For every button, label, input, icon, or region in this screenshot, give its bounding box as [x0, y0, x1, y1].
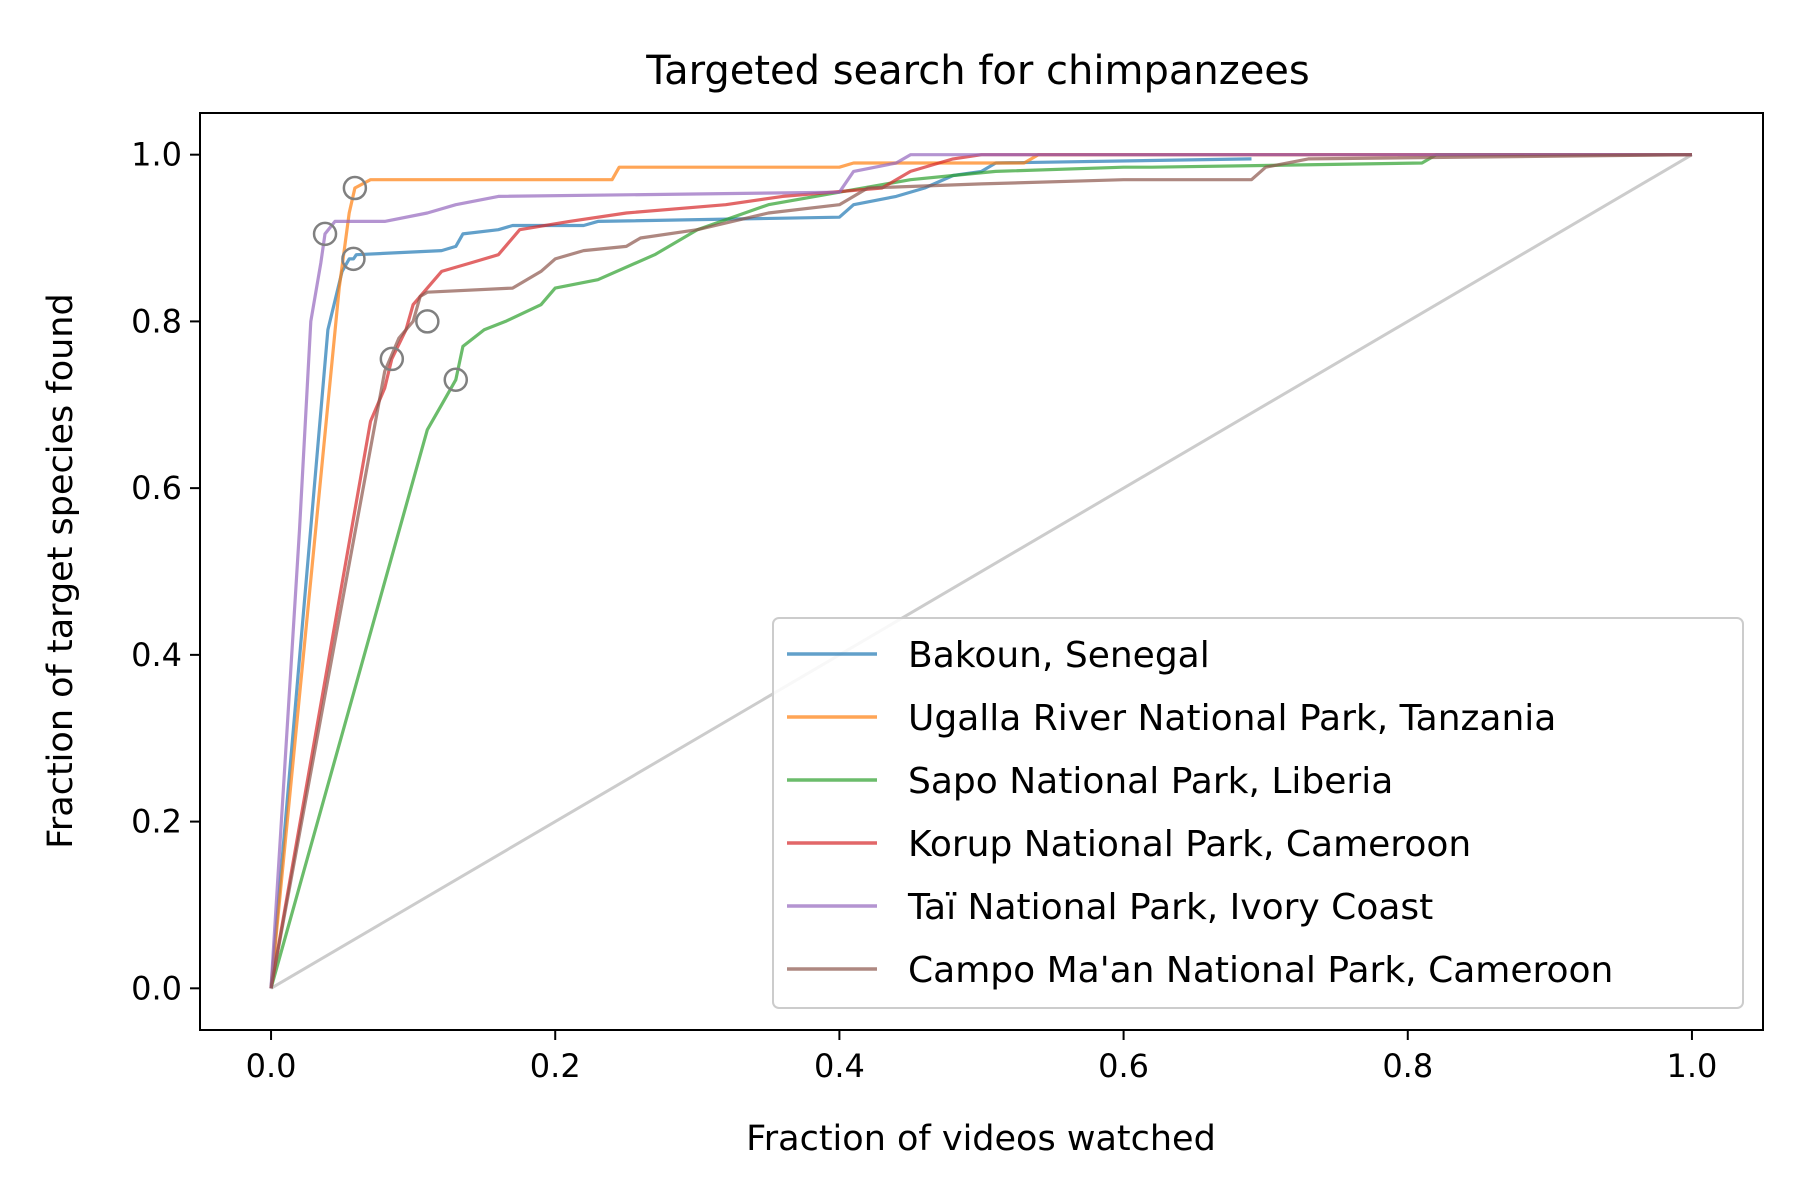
axes-frame	[199, 112, 1764, 1031]
y-tick-label: 0.0	[131, 969, 182, 1007]
axis-ticks: 0.0 0.2 0.4 0.6 0.8 1.0 0.0 0.2 0.4 0.6 0.8 1.0	[131, 136, 1717, 1085]
legend: Bakoun, Senegal Ugalla River National Par…	[772, 617, 1744, 1009]
y-tick-label: 1.0	[131, 136, 182, 174]
x-tick-label: 1.0	[1667, 1047, 1718, 1085]
legend-label-ugalla-river-national-park-tanzania: Ugalla River National Park, Tanzania	[908, 698, 1556, 739]
x-tick-label: 0.4	[814, 1047, 865, 1085]
diagonal-reference-line	[270, 153, 1693, 990]
chart-title: Targeted search for chimpanzees	[645, 48, 1310, 94]
y-tick-label: 0.6	[131, 469, 182, 507]
x-tick-label: 0.2	[530, 1047, 581, 1085]
y-tick-label: 0.4	[131, 636, 182, 674]
marker-sapo-national-park-liberia	[443, 367, 469, 393]
x-tick-label: 0.6	[1098, 1047, 1149, 1085]
legend-label-ta-national-park-ivory-coast: Taï National Park, Ivory Coast	[907, 887, 1433, 928]
marker-ugalla-river-national-park-tanzania	[342, 175, 368, 201]
legend-label-campo-ma-an-national-park-cameroon: Campo Ma'an National Park, Cameroon	[908, 950, 1613, 991]
x-tick-label: 0.8	[1382, 1047, 1433, 1085]
x-axis-label: Fraction of videos watched	[746, 1119, 1216, 1159]
plot-area	[269, 153, 1693, 990]
y-axis-label: Fraction of target species found	[41, 293, 81, 848]
series-line-bakoun-senegal	[269, 157, 1252, 989]
marker-ta-national-park-ivory-coast	[312, 221, 338, 247]
y-tick-label: 0.2	[131, 803, 182, 841]
series-line-campo-ma-an-national-park-cameroon	[269, 153, 1693, 989]
x-tick-label: 0.0	[246, 1047, 297, 1085]
legend-label-korup-national-park-cameroon: Korup National Park, Cameroon	[908, 824, 1471, 865]
series-line-ta-national-park-ivory-coast	[269, 153, 1692, 989]
marker-bakoun-senegal	[341, 246, 366, 272]
y-tick-label: 0.8	[131, 302, 182, 340]
legend-frame	[772, 617, 1744, 1009]
marker-korup-national-park-cameroon	[379, 346, 405, 372]
legend-label-sapo-national-park-liberia: Sapo National Park, Liberia	[908, 761, 1393, 802]
legend-label-bakoun-senegal: Bakoun, Senegal	[908, 635, 1210, 676]
marker-campo-ma-an-national-park-cameroon	[415, 309, 440, 334]
